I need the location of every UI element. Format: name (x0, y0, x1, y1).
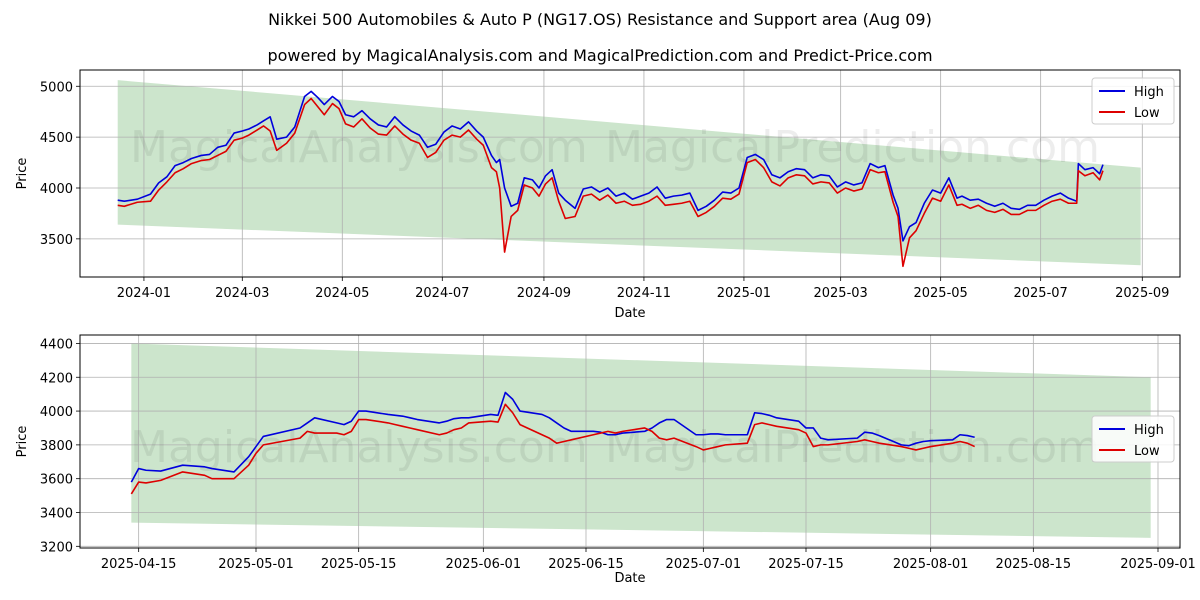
x-tick-label: 2024-03 (215, 286, 269, 301)
y-axis-label: Price (15, 158, 30, 190)
legend-label-low: Low (1134, 106, 1160, 121)
x-tick-label: 2025-09 (1115, 286, 1169, 301)
subplot-full-range: 2024-01 2024-03 2024-05 2024-07 2024-09 2024-… (15, 69, 1181, 321)
y-tick-label: 4200 (40, 371, 73, 386)
series-line-high (117, 90, 1104, 242)
y-tick-label: 3600 (40, 473, 73, 488)
y-tick-label: 4500 (40, 131, 73, 146)
y-tick-label: 3400 (40, 507, 73, 522)
legend-label-low: Low (1134, 444, 1160, 459)
x-tick-label: 2025-04-15 (101, 557, 177, 572)
x-tick-label: 2024-05 (315, 286, 369, 301)
watermark-text: MagicalPrediction.com (605, 422, 1100, 473)
x-axis-label: Date (614, 306, 645, 321)
y-tick-label: 3200 (40, 540, 73, 555)
x-tick-label: 2025-05-15 (321, 557, 397, 572)
series-line-low (117, 97, 1104, 268)
x-tick-label: 2024-09 (517, 286, 571, 301)
y-tick-label: 3800 (40, 439, 73, 454)
watermark-text: MagicalAnalysis.com (130, 122, 588, 173)
watermark-text: MagicalPrediction.com (605, 122, 1100, 173)
plot-frame (79, 334, 1181, 549)
x-tick-label: 2025-07-15 (768, 557, 844, 572)
series-line-low (130, 403, 976, 495)
legend-label-high: High (1134, 85, 1164, 100)
subplot-zoomed-range: 2025-04-15 2025-05-01 2025-05-15 2025-06-01… (15, 334, 1196, 586)
x-tick-label: 2025-09-01 (1120, 557, 1196, 572)
x-tick-label: 2024-11 (617, 286, 671, 301)
x-tick-label: 2024-07 (415, 286, 469, 301)
series-line-high (130, 391, 975, 483)
x-tick-label: 2025-05 (913, 286, 967, 301)
x-tick-label: 2025-05-01 (218, 557, 294, 572)
y-tick-label: 4400 (40, 337, 73, 352)
y-axis-label: Price (15, 426, 30, 458)
plot-frame (79, 69, 1181, 278)
resistance-support-band (117, 80, 1141, 266)
chart-subtitle: powered by MagicalAnalysis.com and Magic… (267, 46, 933, 65)
x-tick-label: 2025-06-01 (446, 557, 522, 572)
legend-label-high: High (1134, 423, 1164, 438)
resistance-support-band (131, 343, 1151, 538)
y-tick-label: 5000 (40, 80, 73, 95)
y-tick-label: 3500 (40, 233, 73, 248)
chart-title: Nikkei 500 Automobiles & Auto P (NG17.OS… (268, 10, 932, 29)
y-tick-label: 4000 (40, 182, 73, 197)
x-tick-label: 2025-08-01 (893, 557, 969, 572)
watermark-text: MagicalAnalysis.com (130, 422, 588, 473)
x-tick-label: 2025-08-15 (996, 557, 1072, 572)
y-tick-label: 4000 (40, 405, 73, 420)
x-tick-label: 2025-01 (717, 286, 771, 301)
x-axis-label: Date (614, 571, 645, 586)
x-tick-label: 2025-07-01 (666, 557, 742, 572)
x-tick-label: 2025-06-15 (548, 557, 624, 572)
x-tick-label: 2024-01 (117, 286, 171, 301)
x-tick-label: 2025-07 (1013, 286, 1067, 301)
x-tick-label: 2025-03 (813, 286, 867, 301)
